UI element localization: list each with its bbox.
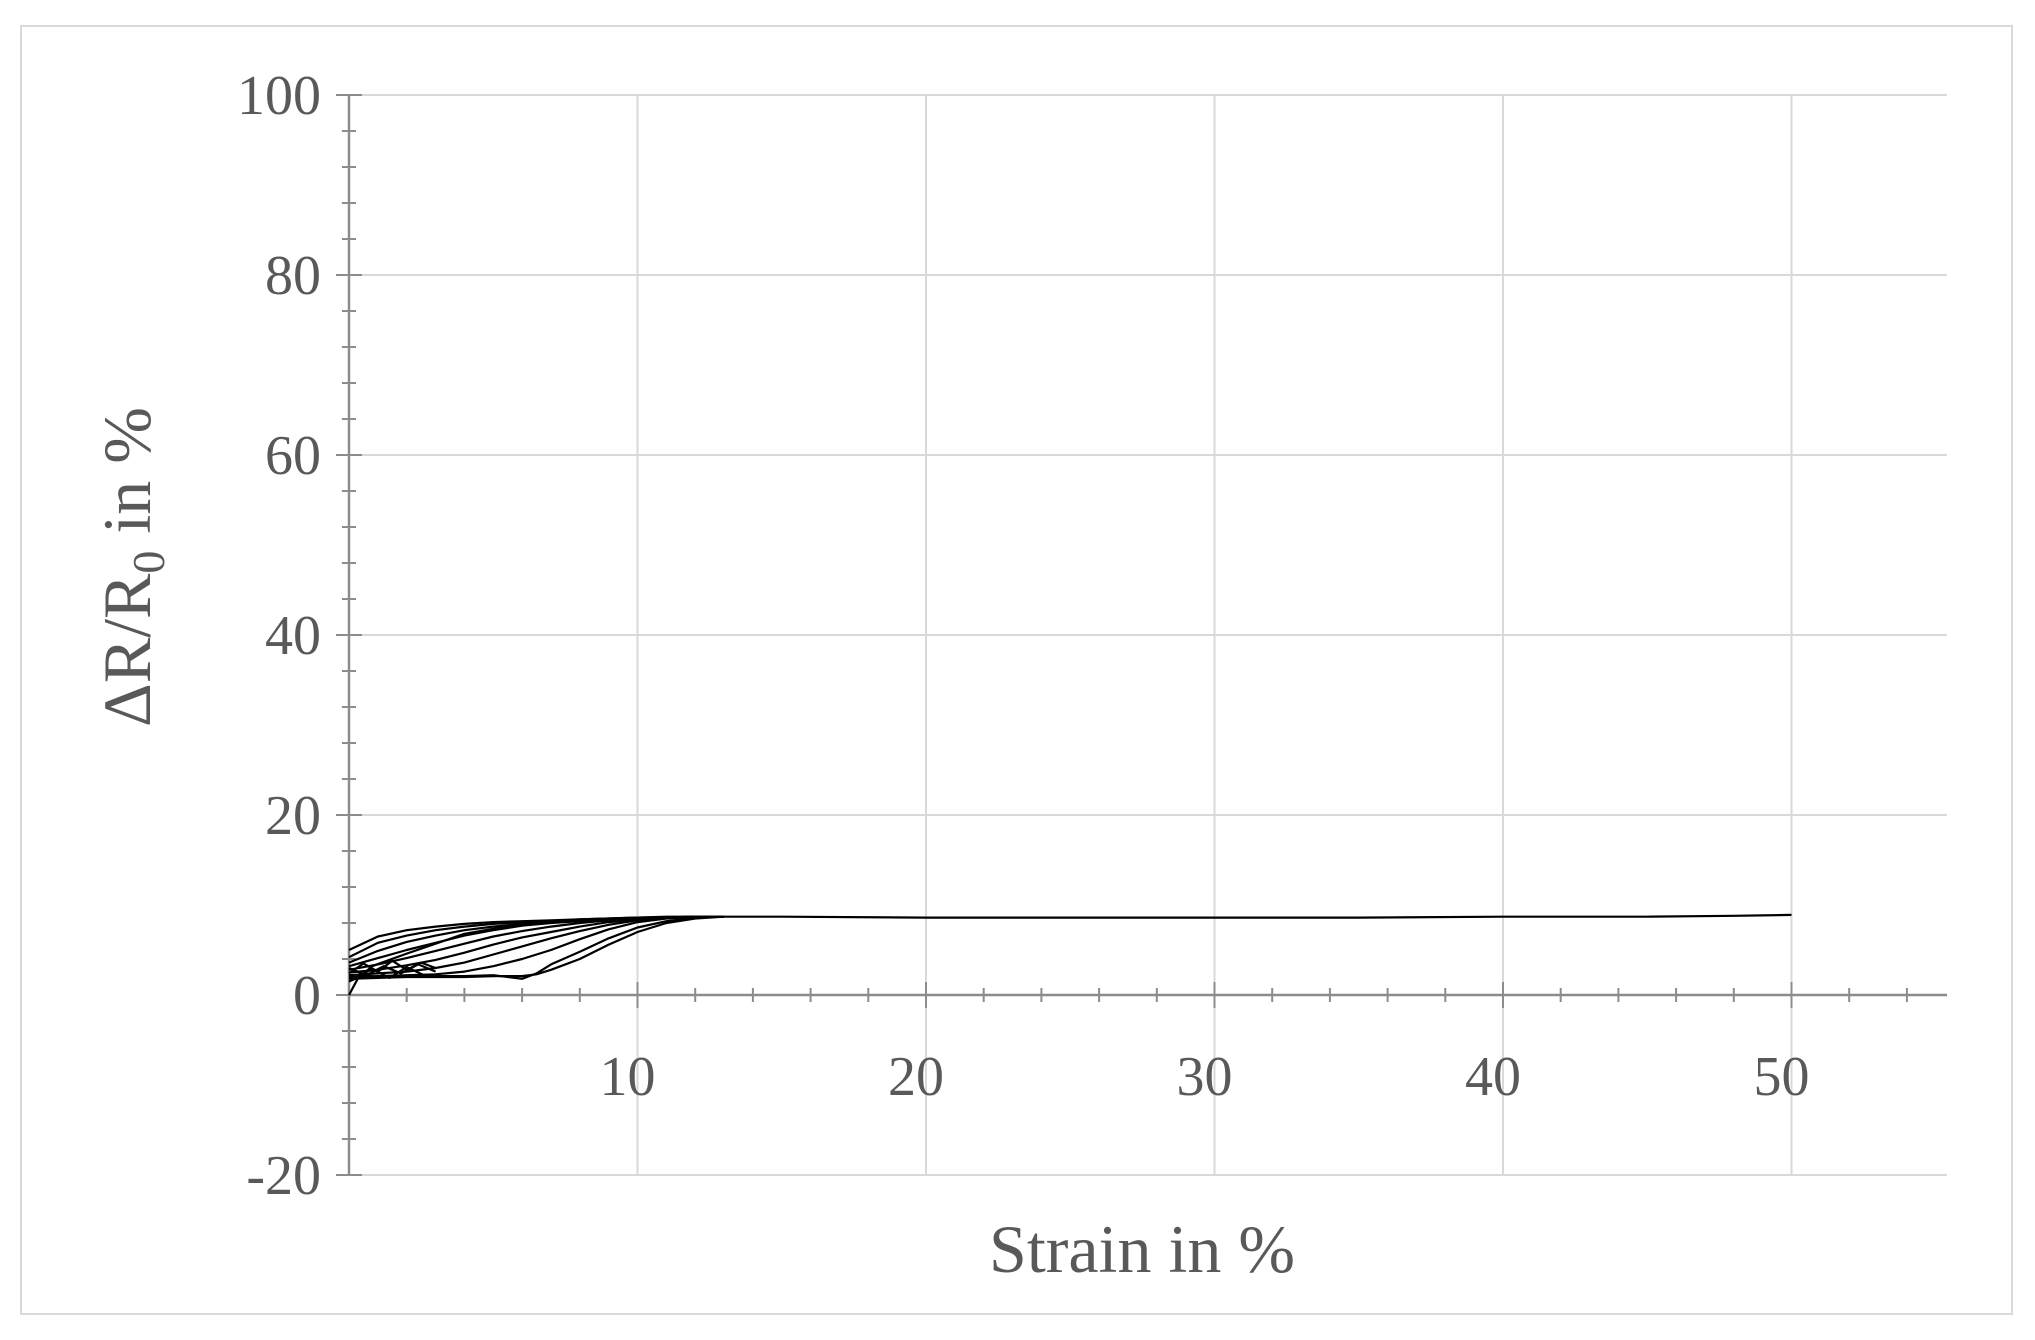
y-axis-title-suffix: in % — [89, 407, 165, 551]
y-axis-title-subscript: 0 — [123, 551, 174, 574]
y-tick-label: 100 — [237, 65, 321, 127]
y-tick-label: 0 — [293, 965, 321, 1027]
y-tick-label: -20 — [246, 1145, 321, 1207]
x-tick-label: 50 — [1754, 1046, 1810, 1108]
x-tick-label: 20 — [888, 1046, 944, 1108]
y-tick-label: 40 — [265, 605, 321, 667]
y-axis-title-main: ΔR/R — [89, 573, 165, 727]
series-layer — [348, 913, 1792, 996]
label-layer: -20 0 20 40 60 80 100 10 20 30 40 50 — [237, 65, 1810, 1207]
series-line-11 — [348, 959, 436, 975]
x-tick-label: 40 — [1465, 1046, 1521, 1108]
series-line-0 — [348, 913, 1792, 996]
y-tick-label: 20 — [265, 785, 321, 847]
x-axis-title: Strain in % — [989, 1211, 1295, 1287]
x-tick-label: 30 — [1177, 1046, 1233, 1108]
y-tick-label: 80 — [265, 245, 321, 307]
chart-frame: -20 0 20 40 60 80 100 10 20 30 40 50 Strain in % ΔR… — [20, 25, 2013, 1315]
y-tick-label: 60 — [265, 425, 321, 487]
series-line-13 — [354, 965, 425, 980]
line-chart: -20 0 20 40 60 80 100 10 20 30 40 50 Strain in % ΔR… — [89, 65, 1947, 1287]
y-axis-title: ΔR/R0 in % — [89, 407, 174, 727]
x-tick-label: 10 — [600, 1046, 656, 1108]
grid-layer — [349, 94, 1947, 1176]
